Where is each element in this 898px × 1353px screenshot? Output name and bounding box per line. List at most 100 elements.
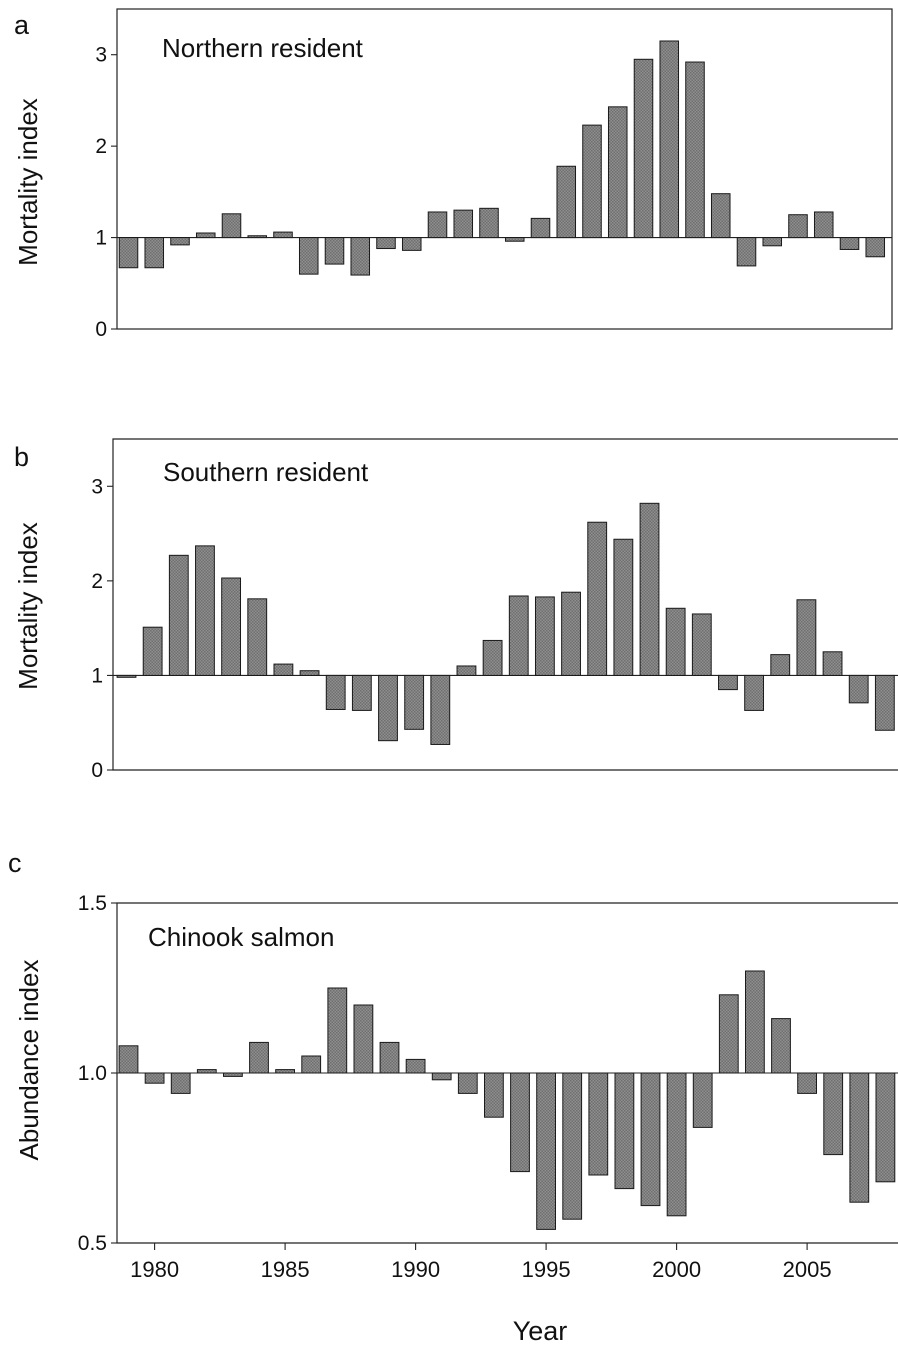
bar [118, 1045, 139, 1074]
bar [353, 1004, 374, 1074]
y-tick-label: 2 [95, 135, 107, 158]
bar [196, 1069, 217, 1074]
bar [813, 211, 834, 239]
bar [762, 237, 783, 247]
bar [299, 670, 320, 676]
x-tick-label: 2005 [783, 1257, 832, 1282]
bar [479, 207, 499, 239]
bar [170, 1072, 191, 1094]
y-tick-label: 2 [91, 570, 103, 593]
x-axis-label: Year [513, 1316, 568, 1346]
panel-letter: c [8, 848, 22, 878]
bar [788, 214, 808, 239]
bar [378, 674, 398, 742]
y-tick-label: 0 [95, 318, 107, 341]
x-tick-label: 1995 [522, 1257, 571, 1282]
x-tick-label: 1990 [391, 1257, 440, 1282]
bar [508, 595, 529, 676]
bar [665, 607, 686, 676]
bar [504, 237, 525, 242]
y-axis-label: Mortality index [13, 522, 43, 690]
plot-frame [116, 8, 893, 330]
bar [324, 237, 345, 265]
bar [536, 1072, 556, 1230]
bar [427, 211, 448, 239]
bar [875, 1072, 896, 1183]
bar [482, 639, 503, 676]
x-tick-label: 1985 [261, 1257, 310, 1282]
bar [640, 1072, 661, 1207]
bar [771, 1018, 791, 1074]
bar [865, 237, 886, 258]
bar [223, 1072, 243, 1077]
bar [770, 654, 791, 676]
bar [350, 237, 371, 276]
panel-c-chinook-salmon: c Abundance index Chinook salmon Year 0.… [8, 848, 898, 1346]
bar [510, 1072, 530, 1173]
bar [247, 598, 268, 676]
bar [718, 674, 738, 691]
panel-letter: b [14, 442, 29, 472]
y-axis-label: Mortality index [13, 98, 43, 266]
bar [116, 674, 137, 678]
bar [874, 674, 895, 731]
bar [639, 502, 660, 676]
bar [692, 1072, 713, 1128]
bar [404, 674, 425, 730]
bar [797, 1072, 817, 1094]
bar [170, 237, 190, 246]
bar [298, 237, 319, 275]
bar [401, 237, 422, 251]
bar [582, 124, 602, 239]
y-tick-label: 3 [91, 475, 103, 498]
bar [685, 61, 705, 239]
y-tick-label: 1.5 [78, 892, 107, 915]
bar [376, 237, 396, 250]
y-axis-label: Abundance index [14, 960, 44, 1161]
y-tick-label: 1.0 [78, 1062, 107, 1085]
bar [745, 970, 765, 1074]
bar [607, 106, 628, 239]
bar [405, 1058, 426, 1074]
bar [430, 674, 451, 745]
bar [534, 596, 555, 676]
bar [144, 1072, 165, 1084]
bar [848, 674, 869, 704]
bar [561, 591, 581, 676]
bar [633, 58, 654, 239]
bar [142, 626, 163, 676]
bar [839, 237, 860, 250]
bar [379, 1041, 400, 1074]
bar [744, 674, 765, 711]
bar [327, 987, 348, 1074]
y-tick-label: 1 [95, 227, 107, 250]
bar [796, 599, 817, 676]
bar [718, 994, 739, 1074]
bar [247, 235, 268, 239]
panel-letter: a [14, 10, 30, 40]
bar [614, 1072, 635, 1190]
bar [823, 1072, 844, 1156]
bar [562, 1072, 583, 1220]
bar [587, 521, 608, 676]
series-label: Southern resident [163, 457, 369, 487]
bar [249, 1041, 269, 1074]
bar [168, 554, 189, 676]
y-tick-label: 0 [91, 759, 103, 782]
bar [453, 209, 474, 239]
bar [221, 213, 242, 239]
x-tick-label: 2000 [652, 1257, 701, 1282]
bar [666, 1072, 687, 1217]
bar [301, 1055, 322, 1074]
bar [556, 165, 577, 239]
bar [325, 674, 346, 710]
bar [431, 1072, 452, 1081]
bar [613, 538, 634, 676]
panel-a-northern-resident: a Mortality index Northern resident 0 1 2 3 [13, 8, 893, 341]
bar [736, 237, 757, 267]
bar [118, 237, 139, 269]
bar [659, 40, 680, 239]
bar [273, 663, 294, 676]
y-tick-label: 3 [95, 44, 107, 67]
